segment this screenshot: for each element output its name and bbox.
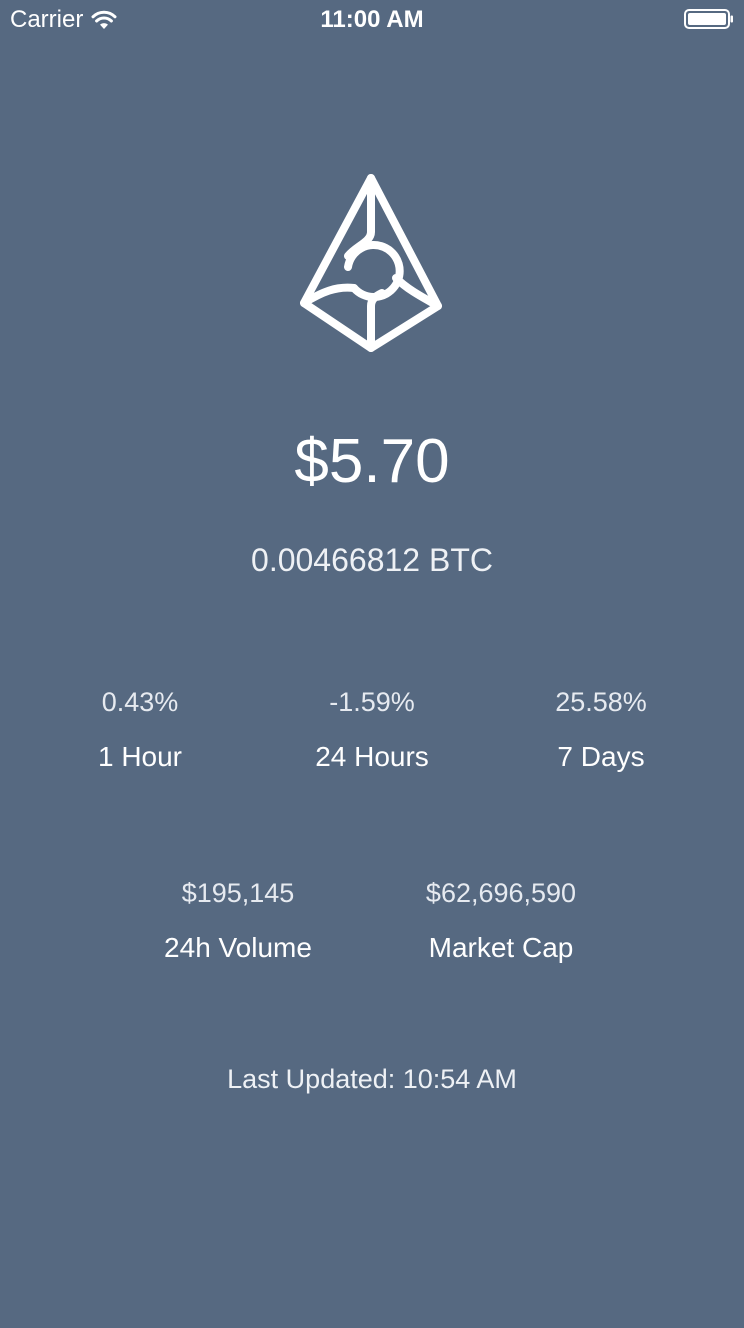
change-value: 25.58% <box>555 687 647 717</box>
change-label: 7 Days <box>557 741 645 772</box>
change-1-hour: 0.43% 1 Hour <box>20 686 260 774</box>
volume-label: 24h Volume <box>164 932 312 963</box>
price-usd: $5.70 <box>294 427 450 496</box>
change-label: 1 Hour <box>97 741 183 772</box>
stat-market-cap: $62,696,590 Market Cap <box>381 877 621 965</box>
market-cap-label: Market Cap <box>428 932 574 963</box>
carrier-label: Carrier <box>10 6 84 33</box>
market-cap-value: $62,696,590 <box>425 878 577 908</box>
carrier-indicator: Carrier <box>10 6 117 34</box>
status-time: 11:00 AM <box>320 6 424 33</box>
change-label: 24 Hours <box>315 741 429 772</box>
change-value: 0.43% <box>101 687 179 717</box>
change-7-days: 25.58% 7 Days <box>481 686 721 774</box>
price-btc: 0.00466812 BTC <box>251 542 493 578</box>
volume-value: $195,145 <box>181 878 295 908</box>
stat-24h-volume: $195,145 24h Volume <box>118 877 358 965</box>
change-value: -1.59% <box>329 687 415 717</box>
wifi-icon <box>91 10 117 29</box>
last-updated: Last Updated: 10:54 AM <box>227 1064 517 1094</box>
battery-icon <box>684 9 733 29</box>
augur-logo-icon <box>300 174 442 352</box>
change-24-hours: -1.59% 24 Hours <box>252 686 492 774</box>
status-bar: Carrier 11:00 AM <box>0 0 744 40</box>
